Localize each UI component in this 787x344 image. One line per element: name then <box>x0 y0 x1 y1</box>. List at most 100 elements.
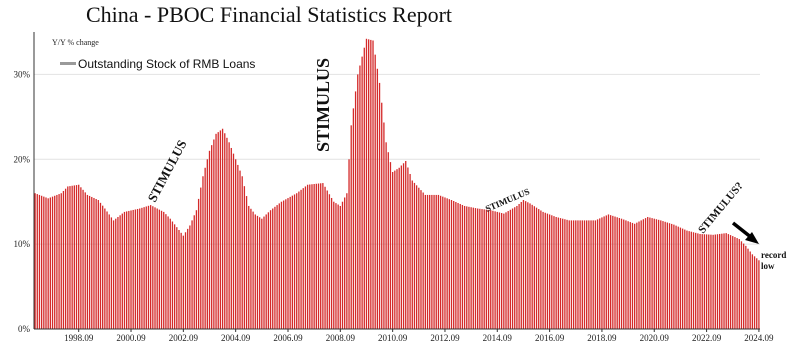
bar <box>540 210 542 329</box>
bar <box>629 222 631 329</box>
bar <box>134 209 137 329</box>
bar <box>649 217 651 329</box>
bar <box>239 170 241 329</box>
bar <box>339 205 341 329</box>
bar <box>287 198 289 329</box>
bar <box>250 208 252 329</box>
bar <box>49 197 52 329</box>
bar <box>95 199 97 329</box>
bar <box>243 186 246 329</box>
bar <box>601 217 603 329</box>
bar <box>400 165 403 329</box>
bar <box>625 220 627 329</box>
x-tick-label: 2016.09 <box>535 333 565 343</box>
bar <box>496 211 498 329</box>
bar <box>374 54 376 329</box>
bar <box>633 223 636 329</box>
bar <box>557 217 559 329</box>
bar <box>282 200 285 329</box>
bar <box>699 233 701 329</box>
bar <box>261 218 263 329</box>
bar <box>115 218 117 329</box>
bar <box>725 233 727 329</box>
bar <box>365 38 368 329</box>
bar <box>350 125 352 329</box>
bar <box>230 147 232 329</box>
bar <box>520 202 522 329</box>
bar <box>289 196 291 329</box>
bar <box>293 194 296 329</box>
bar <box>485 209 488 329</box>
bar <box>723 233 725 329</box>
bar <box>298 191 300 329</box>
bar <box>333 201 335 329</box>
bar <box>217 132 219 329</box>
bar <box>43 196 45 329</box>
bar <box>171 221 174 329</box>
bar <box>581 220 583 329</box>
bar <box>509 209 512 329</box>
bar <box>429 194 431 329</box>
bar <box>132 209 134 329</box>
y-tick-label: 0% <box>18 324 31 334</box>
bar <box>370 39 372 330</box>
bar <box>671 223 673 329</box>
bar <box>575 220 577 329</box>
bar <box>313 184 315 329</box>
chart-title: China - PBOC Financial Statistics Report <box>86 2 453 27</box>
x-tick-label: 2024.09 <box>744 333 774 343</box>
bar <box>60 193 62 329</box>
bar <box>330 197 333 329</box>
bar <box>742 243 745 329</box>
bar <box>712 234 714 329</box>
bar <box>583 220 586 329</box>
y-tick-label: 20% <box>14 154 31 164</box>
bar <box>344 197 346 329</box>
bar <box>636 222 638 329</box>
bar <box>494 211 496 329</box>
bar <box>542 211 544 329</box>
bar <box>104 208 106 329</box>
bar <box>729 235 732 329</box>
bar <box>738 239 740 329</box>
bar <box>296 193 298 329</box>
bar <box>461 204 464 329</box>
bar <box>747 248 749 329</box>
bar <box>167 216 169 329</box>
bar <box>211 145 213 329</box>
bar <box>328 194 331 329</box>
bar <box>605 215 607 329</box>
bar <box>302 188 304 329</box>
bar <box>245 196 248 329</box>
bar <box>483 209 485 329</box>
bar <box>551 215 553 329</box>
legend-label: Outstanding Stock of RMB Loans <box>78 57 255 71</box>
bar <box>697 233 699 329</box>
bar <box>69 186 71 329</box>
bar <box>326 190 328 329</box>
bar <box>568 220 570 329</box>
bar <box>88 195 91 329</box>
bar <box>655 219 658 329</box>
bar <box>477 208 479 329</box>
bar <box>594 220 597 329</box>
bar <box>71 185 73 329</box>
bar <box>592 220 594 329</box>
bar <box>431 194 433 329</box>
bar <box>433 194 435 329</box>
bar <box>415 185 418 329</box>
bar <box>555 216 557 329</box>
bar <box>372 40 374 330</box>
bar <box>106 211 108 329</box>
bar <box>36 194 38 329</box>
bar <box>714 234 716 329</box>
bar <box>732 236 734 329</box>
bar <box>538 209 540 329</box>
bar <box>387 152 389 329</box>
bar <box>564 219 566 329</box>
bar <box>91 196 93 329</box>
bar <box>466 206 468 329</box>
y-tick-label: 30% <box>14 69 31 79</box>
bar <box>749 251 751 329</box>
bar <box>145 206 147 329</box>
